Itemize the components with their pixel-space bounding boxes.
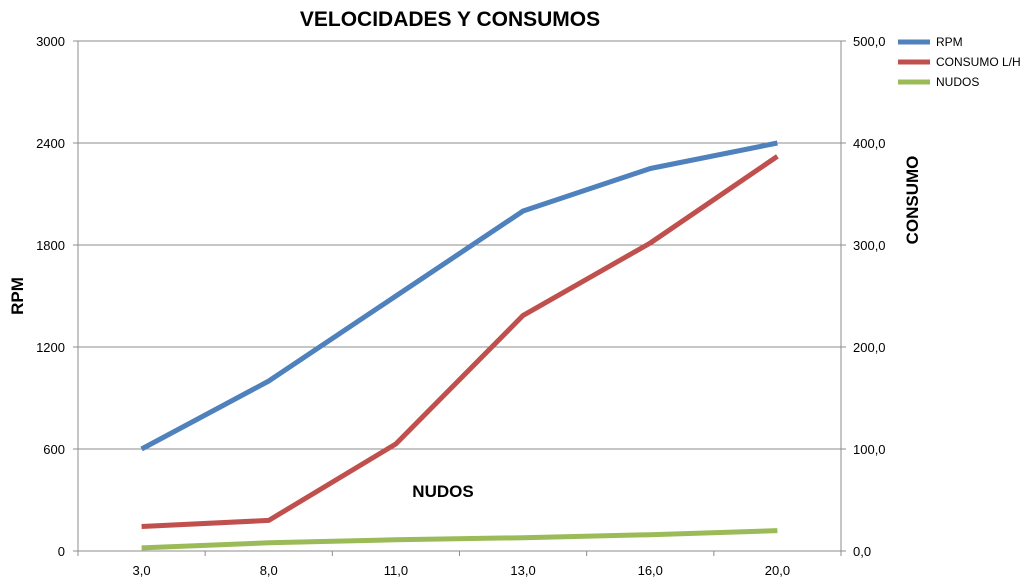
x-tick-label: 8,0	[260, 563, 278, 578]
x-axis-title: NUDOS	[412, 482, 473, 501]
tick-labels: 0 600 1200 1800 2400 3000 0,0 100,0 200,0 300,0 40…	[36, 34, 885, 578]
y-tick-label: 600	[43, 442, 65, 457]
x-tick-label: 20,0	[765, 563, 790, 578]
series-line-consumo-l-h	[141, 154, 779, 529]
legend-label: NUDOS	[936, 75, 979, 89]
legend: RPM CONSUMO L/H NUDOS	[898, 35, 1021, 89]
x-tick-label: 13,0	[510, 563, 535, 578]
y-tick-label: 2400	[36, 136, 65, 151]
y-tick-label: 0	[58, 544, 65, 559]
series-line-rpm	[140, 140, 778, 452]
y-tick-label: 1800	[36, 238, 65, 253]
y-axis-title: RPM	[8, 277, 27, 315]
legend-label: RPM	[936, 35, 963, 49]
y2-tick-label: 300,0	[853, 238, 886, 253]
x-tick-label: 16,0	[638, 563, 663, 578]
y2-tick-label: 500,0	[853, 34, 886, 49]
gridlines	[78, 40, 841, 552]
x-tick-label: 11,0	[384, 563, 408, 578]
y2-axis-title: CONSUMO	[903, 156, 922, 245]
y-tick-label: 3000	[36, 34, 65, 49]
series-line-nudos	[141, 528, 778, 551]
series-lines	[140, 140, 779, 551]
y2-tick-label: 100,0	[853, 442, 886, 457]
y-tick-label: 1200	[36, 340, 65, 355]
y2-tick-label: 200,0	[853, 340, 886, 355]
x-tick-label: 3,0	[133, 563, 151, 578]
y2-tick-label: 400,0	[853, 136, 886, 151]
chart-title: VELOCIDADES Y CONSUMOS	[300, 8, 600, 31]
legend-label: CONSUMO L/H	[936, 55, 1021, 69]
axes	[73, 40, 846, 556]
y2-tick-label: 0,0	[853, 544, 871, 559]
